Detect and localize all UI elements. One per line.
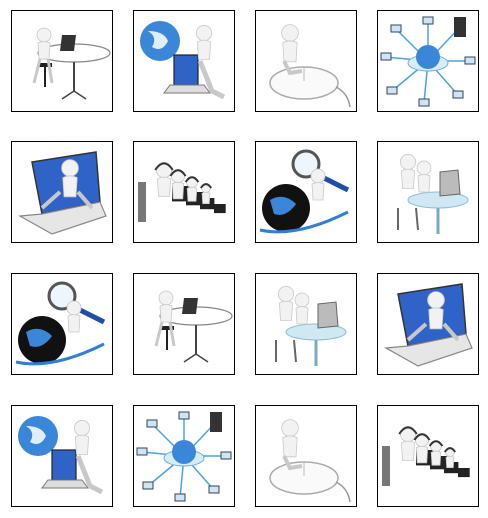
figure-emerging-from-laptop-illustration bbox=[18, 151, 107, 235]
thinking-figure-on-mouse-illustration bbox=[269, 419, 351, 503]
headset-operators-row-illustration bbox=[138, 161, 226, 222]
figure-at-desk-laptop-illustration bbox=[32, 27, 111, 100]
network-hub-globe-illustration bbox=[136, 411, 232, 502]
thumbnail-figure-emerging-from-laptop[interactable] bbox=[11, 141, 113, 243]
network-hub-globe-illustration bbox=[380, 16, 476, 107]
globe-figure-laptop-illustration bbox=[18, 416, 104, 495]
figure-at-desk-laptop-illustration bbox=[154, 290, 233, 363]
thumbnail-two-figures-at-table[interactable] bbox=[255, 273, 357, 375]
thumbnail-headset-operators-row[interactable] bbox=[377, 405, 479, 507]
thumbnail-network-hub-globe[interactable] bbox=[377, 10, 479, 112]
thumbnail-figure-emerging-from-laptop[interactable] bbox=[377, 273, 479, 375]
two-figures-at-table-illustration bbox=[397, 153, 469, 234]
thumbnail-figure-at-desk-laptop[interactable] bbox=[133, 273, 235, 375]
thumbnail-globe-magnifier-figure[interactable] bbox=[11, 273, 113, 375]
globe-figure-laptop-illustration bbox=[140, 21, 226, 100]
headset-operators-row-illustration bbox=[382, 425, 470, 486]
thumbnail-figure-at-desk-laptop[interactable] bbox=[11, 10, 113, 112]
two-figures-at-table-illustration bbox=[275, 285, 347, 366]
thinking-figure-on-mouse-illustration bbox=[269, 24, 351, 108]
thumbnail-globe-figure-laptop[interactable] bbox=[133, 10, 235, 112]
thumbnail-globe-figure-laptop[interactable] bbox=[11, 405, 113, 507]
thumbnail-headset-operators-row[interactable] bbox=[133, 141, 235, 243]
figure-emerging-from-laptop-illustration bbox=[384, 283, 473, 367]
thumbnail-globe-magnifier-figure[interactable] bbox=[255, 141, 357, 243]
globe-magnifier-figure-illustration bbox=[15, 281, 106, 366]
thumbnail-two-figures-at-table[interactable] bbox=[377, 141, 479, 243]
thumbnail-thinking-figure-on-mouse[interactable] bbox=[255, 405, 357, 507]
globe-magnifier-figure-illustration bbox=[259, 149, 350, 234]
thumbnail-thinking-figure-on-mouse[interactable] bbox=[255, 10, 357, 112]
thumbnail-network-hub-globe[interactable] bbox=[133, 405, 235, 507]
